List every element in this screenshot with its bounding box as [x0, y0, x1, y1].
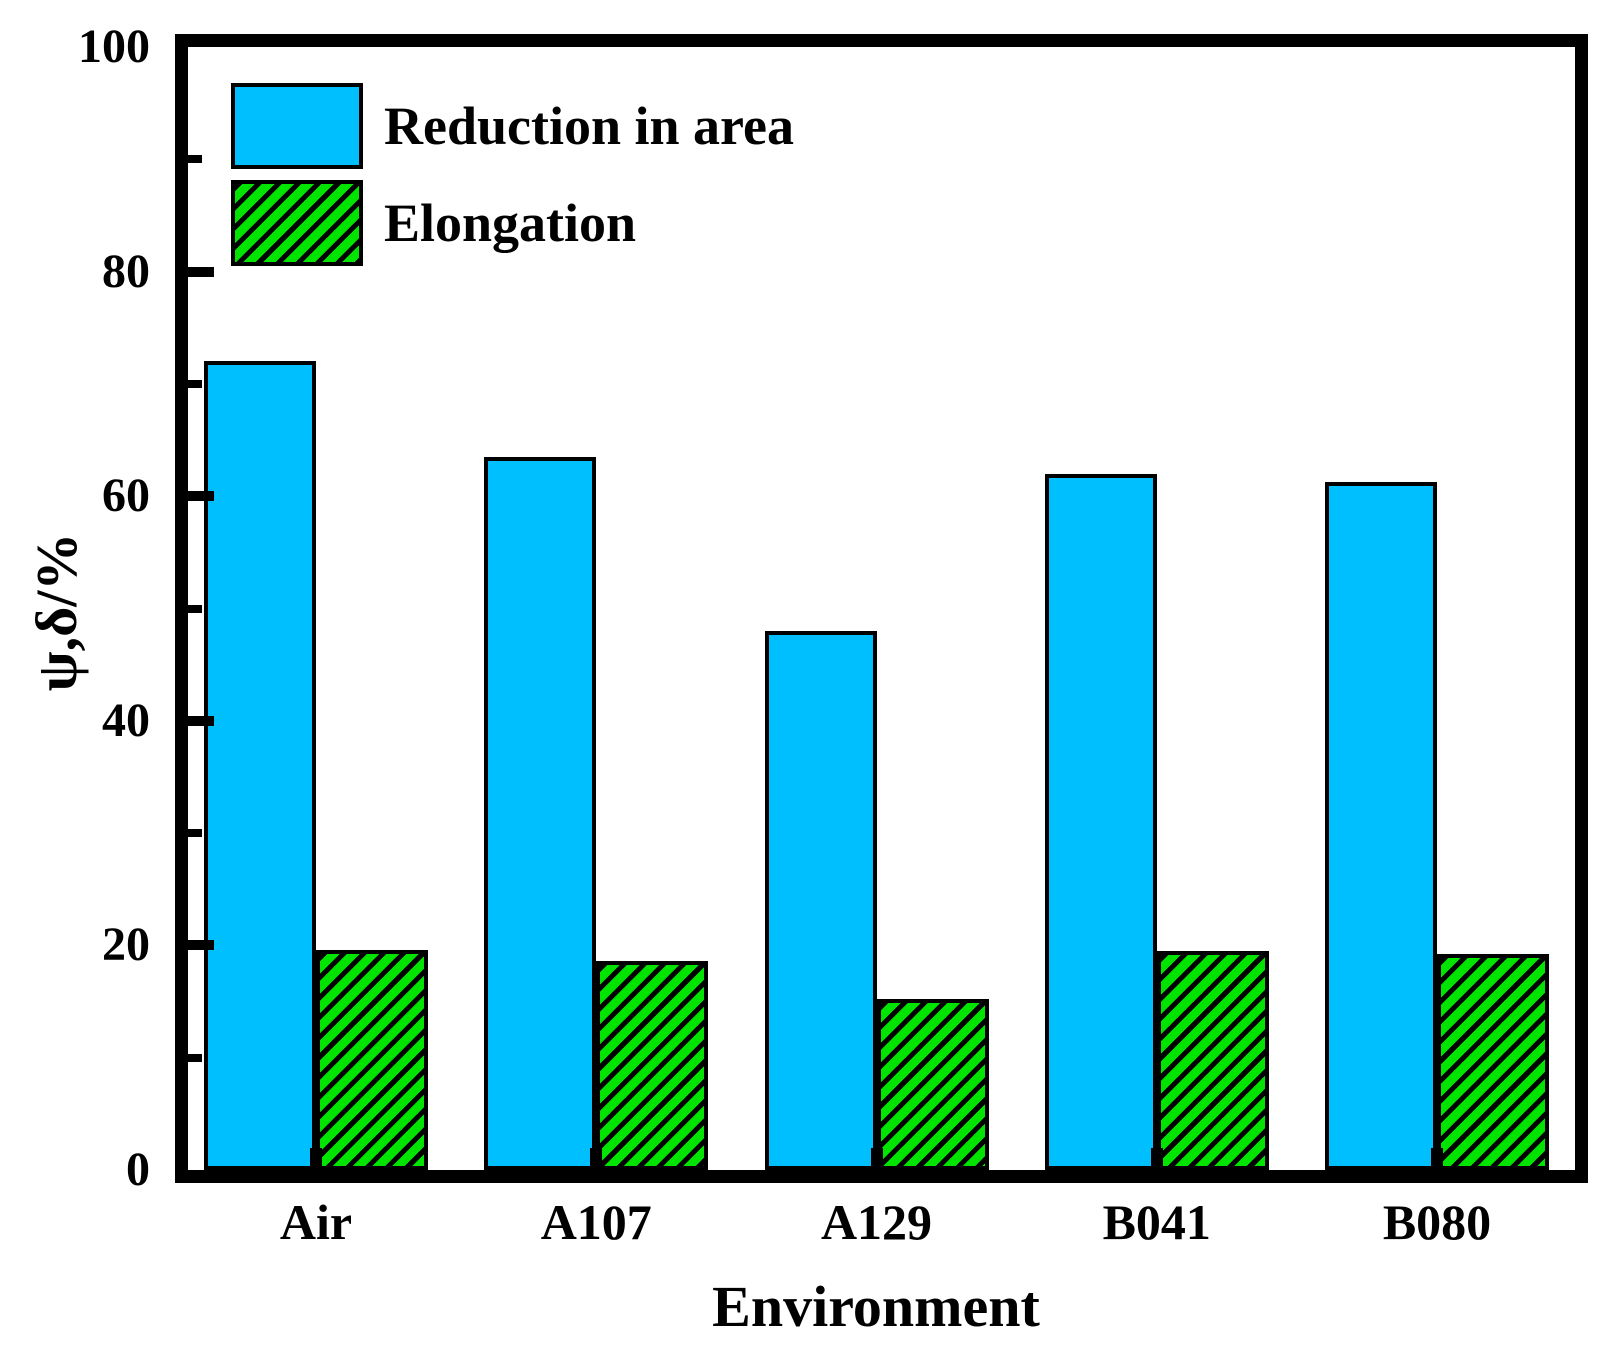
bar-reduction-in-area-a107	[484, 456, 597, 1170]
y-tick-label-0: 0	[126, 1143, 150, 1196]
y-minor-tick-10	[188, 1053, 202, 1062]
y-tick-label-20: 20	[102, 918, 150, 972]
legend-label-reduction-in-area: Reduction in area	[384, 96, 795, 156]
bar-elongation-a107	[596, 961, 709, 1170]
legend-swatch-reduction-in-area	[231, 83, 363, 169]
y-minor-tick-50	[188, 604, 202, 613]
x-category-label-a129: A129	[820, 1194, 933, 1250]
x-tick-b041	[1150, 1148, 1163, 1170]
x-axis-label: Environment	[712, 1274, 1040, 1339]
bar-reduction-in-area-b080	[1325, 481, 1437, 1170]
x-tick-b080	[1431, 1148, 1443, 1170]
bar-elongation-b041	[1156, 951, 1269, 1170]
x-category-label-a107: A107	[540, 1194, 652, 1250]
y-tick-label-80: 80	[102, 244, 150, 298]
y-tick-label-40: 40	[102, 693, 150, 747]
plot-area	[188, 47, 1575, 1170]
y-major-tick-40	[188, 715, 214, 726]
bar-reduction-in-area-air	[204, 361, 316, 1170]
x-category-label-air: Air	[279, 1194, 353, 1250]
bar-reduction-in-area-b041	[1044, 473, 1157, 1170]
y-tick-label-100: 100	[78, 20, 150, 73]
bar-elongation-a129	[876, 999, 989, 1170]
x-tick-air	[310, 1148, 322, 1170]
y-minor-tick-90	[188, 155, 202, 164]
y-minor-tick-30	[188, 829, 202, 838]
legend-swatch-elongation	[231, 180, 363, 266]
legend-label-elongation: Elongation	[384, 193, 637, 253]
y-major-tick-80	[188, 266, 214, 277]
x-tick-a107	[590, 1148, 603, 1170]
x-tick-a129	[870, 1148, 883, 1170]
y-major-tick-20	[188, 940, 214, 951]
x-category-label-b041: B041	[1102, 1194, 1211, 1250]
plot-frame	[175, 34, 1588, 1183]
bar-reduction-in-area-a129	[764, 630, 877, 1170]
y-minor-tick-70	[188, 379, 202, 388]
y-tick-label-60: 60	[102, 469, 150, 523]
bar-elongation-b080	[1437, 954, 1549, 1170]
y-major-tick-60	[188, 491, 214, 502]
x-category-label-b080: B080	[1382, 1194, 1492, 1250]
bar-elongation-air	[316, 949, 428, 1170]
y-axis-label: ψ,δ/%	[24, 532, 89, 692]
